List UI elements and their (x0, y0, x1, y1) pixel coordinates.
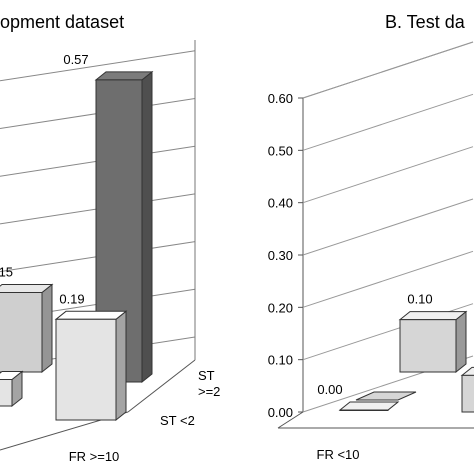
panel-b-title: B. Test da (385, 12, 465, 32)
depth-label: ST (198, 368, 215, 383)
bar-front (55, 318, 117, 421)
panel-b-chart: 0.00 0.10 0.20 0.30 0.40 0.50 0.60 0.10 0.00 FR <… (268, 41, 474, 462)
floor-side (127, 359, 196, 413)
gridline (302, 41, 474, 99)
bar (0, 283, 54, 374)
data-label: 0.00 (317, 382, 342, 397)
y-tick-label: 0.30 (268, 248, 293, 263)
bar-side (115, 310, 127, 422)
data-label: .15 (0, 265, 13, 280)
depth-label: >=2 (198, 384, 220, 399)
bar-side (41, 283, 53, 374)
bar-front (461, 374, 474, 413)
bar (54, 310, 128, 422)
panel-a-title: opment dataset (0, 12, 125, 32)
bar-top (94, 71, 154, 81)
gridline (0, 50, 196, 82)
x-label: FR <10 (317, 447, 360, 462)
y-tick-label: 0.40 (268, 196, 293, 211)
bar-front (339, 409, 389, 411)
y-tick-label: 0.20 (268, 300, 293, 315)
y-tick-label: 0.00 (268, 405, 293, 420)
data-label: 0.10 (407, 292, 432, 307)
bar-top (338, 401, 400, 411)
bar-front (0, 292, 43, 373)
data-label: 0.57 (63, 52, 88, 67)
bar-zero-slab (355, 391, 417, 401)
y-tick-label: 0.10 (268, 353, 293, 368)
data-label: 0.19 (59, 291, 84, 306)
bar (0, 370, 24, 408)
bar-front (399, 319, 457, 373)
bar (94, 70, 154, 384)
gridline (302, 198, 474, 256)
gridline (302, 93, 474, 151)
bar-top (460, 366, 474, 376)
bar-top (398, 311, 468, 321)
bar (460, 366, 474, 413)
x-label: FR >=10 (69, 449, 120, 464)
bar-side (455, 310, 467, 374)
panel-a-chart: 0.57 0.19 .15 ST>=2ST <2 FR >=10 (0, 40, 220, 464)
gridline (302, 146, 474, 204)
bar-side (141, 70, 153, 384)
floor-front (277, 411, 304, 429)
gridline (302, 250, 474, 308)
bar (398, 310, 468, 374)
bar-top (54, 310, 128, 320)
bar (338, 401, 400, 411)
y-tick-label: 0.60 (268, 91, 293, 106)
bar-top (0, 284, 54, 293)
bar-front (0, 379, 13, 407)
y-tick-label: 0.50 (268, 143, 293, 158)
depth-label: ST <2 (160, 413, 195, 428)
